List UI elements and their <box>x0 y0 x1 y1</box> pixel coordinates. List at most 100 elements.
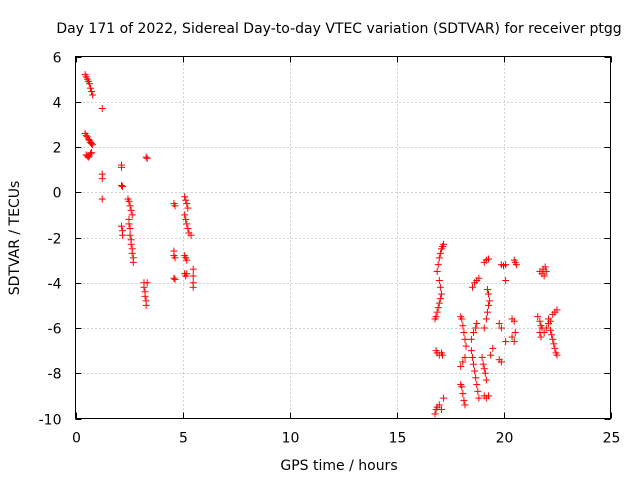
data-point <box>126 202 134 210</box>
data-point <box>89 91 97 99</box>
data-point <box>487 351 495 359</box>
data-point <box>183 200 191 208</box>
data-point <box>189 283 197 291</box>
data-point <box>435 299 443 307</box>
data-point <box>440 240 448 248</box>
data-point <box>467 335 475 343</box>
data-point <box>119 231 127 239</box>
data-point <box>483 286 491 294</box>
data-point <box>459 390 467 398</box>
data-point <box>119 183 127 191</box>
data-point <box>189 265 197 273</box>
data-point <box>88 149 96 157</box>
data-point <box>127 240 135 248</box>
data-point <box>141 292 149 300</box>
data-point <box>495 319 503 327</box>
data-point <box>433 308 441 316</box>
data-point <box>479 360 487 368</box>
data-point <box>439 351 447 359</box>
data-point <box>534 313 542 321</box>
data-point <box>510 317 518 325</box>
data-point <box>537 333 545 341</box>
data-point <box>482 315 490 323</box>
y-tick-label: -2 <box>48 232 62 248</box>
data-point <box>126 231 134 239</box>
data-point <box>434 261 442 269</box>
x-tick-label: 0 <box>72 431 81 447</box>
data-point <box>458 315 466 323</box>
data-point <box>460 396 468 404</box>
data-point <box>475 394 483 402</box>
y-tick-label: 0 <box>53 186 62 202</box>
grid <box>75 56 611 419</box>
data-point <box>435 254 443 262</box>
data-point <box>468 283 476 291</box>
data-point <box>510 338 518 346</box>
data-point <box>472 374 480 382</box>
plot-frame <box>75 56 611 419</box>
data-point <box>128 211 136 219</box>
data-point <box>118 181 126 189</box>
data-point <box>467 347 475 355</box>
data-point <box>470 329 478 337</box>
data-point <box>437 405 445 413</box>
x-tick-label: 20 <box>496 431 514 447</box>
data-point <box>497 324 505 332</box>
data-point <box>432 313 440 321</box>
data-point <box>536 317 544 325</box>
data-point <box>485 290 493 298</box>
y-tick-label: -6 <box>48 322 62 338</box>
data-point <box>434 304 442 312</box>
data-point <box>485 392 493 400</box>
data-point <box>98 105 106 113</box>
data-point <box>547 317 555 325</box>
data-point <box>474 387 482 395</box>
data-point <box>435 401 443 409</box>
data-point <box>459 322 467 330</box>
data-point <box>431 410 439 418</box>
data-point <box>473 381 481 389</box>
data-point <box>171 275 179 283</box>
data-point <box>86 84 94 92</box>
data-point <box>468 353 476 361</box>
chart-title: Day 171 of 2022, Sidereal Day-to-day VTE… <box>56 21 621 37</box>
data-point <box>171 202 179 210</box>
data-point <box>183 220 191 228</box>
data-point <box>127 206 135 214</box>
data-point <box>126 224 134 232</box>
data-point <box>475 274 483 282</box>
data-point <box>480 365 488 373</box>
data-point <box>548 331 556 339</box>
data-point <box>181 193 189 201</box>
data-point <box>461 401 469 409</box>
data-point <box>483 308 491 316</box>
data-point <box>482 376 490 384</box>
data-point <box>502 338 510 346</box>
data-point <box>553 306 561 314</box>
data-point <box>497 358 505 366</box>
data-point <box>125 197 133 205</box>
data-point <box>508 333 516 341</box>
x-tick-label: 5 <box>179 431 188 447</box>
data-point <box>457 362 465 370</box>
data-point <box>189 272 197 280</box>
data-point <box>89 141 97 149</box>
data-point <box>142 301 150 309</box>
data-point <box>88 140 96 148</box>
data-point <box>125 220 133 228</box>
data-point <box>471 367 479 375</box>
data-point <box>540 272 548 280</box>
data-point <box>473 319 481 327</box>
data-point <box>461 353 469 361</box>
y-tick-label: -10 <box>39 413 62 429</box>
data-point <box>143 154 151 162</box>
y-tick-label: 6 <box>53 51 62 67</box>
data-point <box>182 196 190 204</box>
data-point <box>436 249 444 257</box>
data-marks <box>81 71 561 418</box>
x-axis-label: GPS time / hours <box>280 458 397 474</box>
y-tick-label: -8 <box>48 367 62 383</box>
data-point <box>85 80 93 88</box>
data-point <box>436 295 444 303</box>
